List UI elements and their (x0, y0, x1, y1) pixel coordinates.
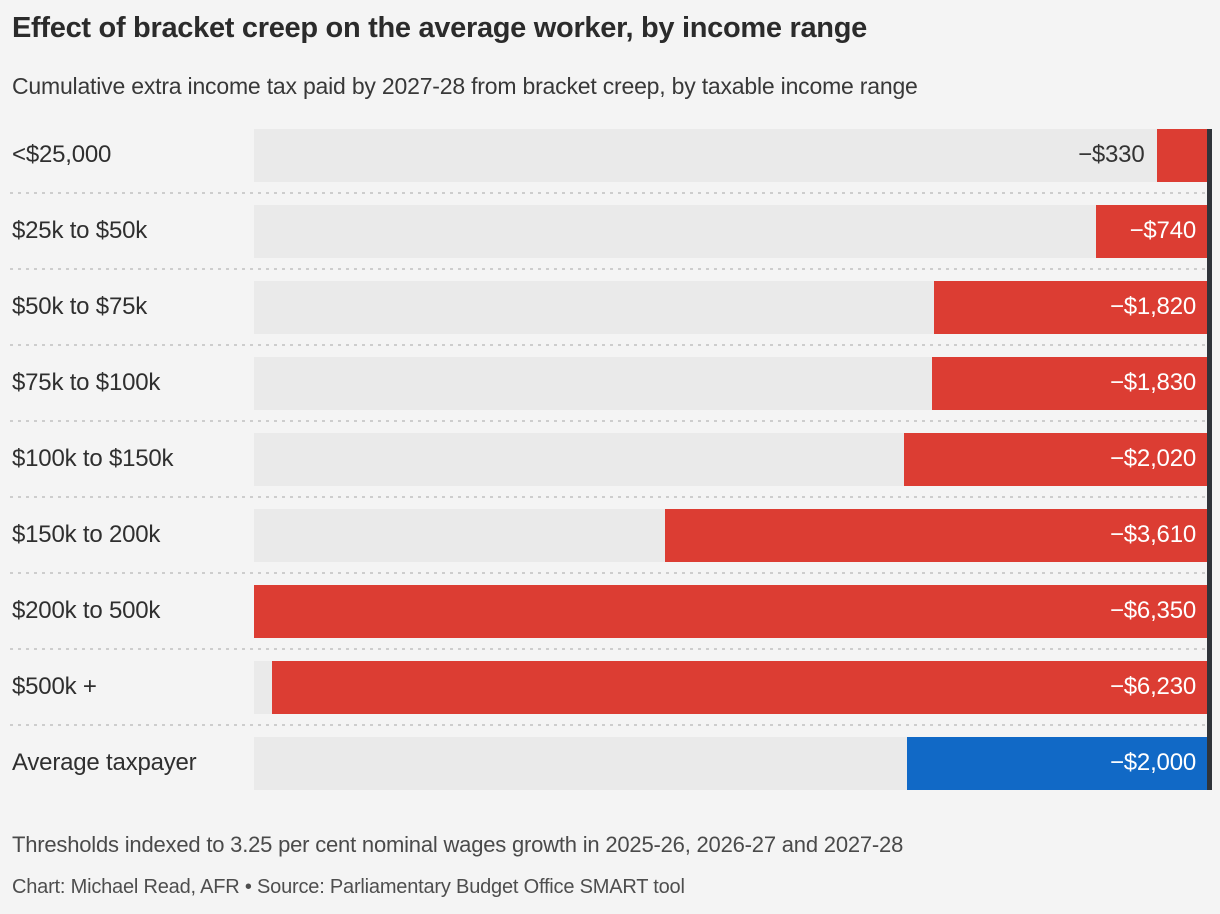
chart-title: Effect of bracket creep on the average w… (12, 12, 867, 44)
bar-value-label: −$330 (1078, 141, 1145, 169)
bar: −$1,830 (932, 356, 1207, 410)
bar: −$2,000 (906, 736, 1207, 790)
row-separator (10, 572, 1207, 575)
category-label: $500k + (12, 673, 97, 701)
footnote: Thresholds indexed to 3.25 per cent nomi… (12, 831, 904, 857)
bar-value-label: −$1,820 (1109, 293, 1196, 321)
row-separator (10, 724, 1207, 727)
bar: −$2,020 (903, 432, 1207, 486)
chart-subtitle: Cumulative extra income tax paid by 2027… (12, 73, 918, 100)
bar-track: −$2,000 (254, 736, 1207, 790)
chart-row: $75k to $100k −$1,830 (12, 356, 1207, 410)
bar-track: −$740 (254, 204, 1207, 258)
bar-track: −$6,230 (254, 660, 1207, 714)
bar-value-label: −$740 (1129, 217, 1197, 245)
chart-row: Average taxpayer −$2,000 (12, 736, 1207, 790)
bar-value-label: −$6,230 (1109, 673, 1196, 701)
row-separator (10, 344, 1207, 347)
chart-row: $25k to $50k −$740 (12, 204, 1207, 258)
chart-row: $150k to 200k −$3,610 (12, 508, 1207, 562)
row-separator (10, 648, 1207, 651)
row-separator (10, 268, 1207, 271)
chart-row: <$25,000 −$330 (12, 128, 1207, 182)
bar-chart: <$25,000 −$330 $25k to $50k −$740 $50k t… (10, 128, 1212, 790)
row-separator (10, 420, 1207, 423)
row-separator (10, 496, 1207, 499)
category-label: $50k to $75k (12, 293, 148, 321)
bar: −$740 (1095, 204, 1207, 258)
bar-track: −$2,020 (254, 432, 1207, 486)
category-label: $75k to $100k (12, 369, 161, 397)
bar-track: −$6,350 (254, 584, 1207, 638)
bar-track: −$330 (254, 128, 1207, 182)
bar-track: −$3,610 (254, 508, 1207, 562)
category-label: $100k to $150k (12, 445, 174, 473)
baseline-axis (1207, 128, 1212, 790)
bar-value-label: −$3,610 (1109, 521, 1196, 549)
category-label: Average taxpayer (12, 749, 197, 777)
chart-row: $100k to $150k −$2,020 (12, 432, 1207, 486)
bar: −$6,350 (254, 584, 1207, 638)
source-credit: Chart: Michael Read, AFR • Source: Parli… (12, 876, 685, 899)
bar-track: −$1,830 (254, 356, 1207, 410)
category-label: <$25,000 (12, 141, 112, 169)
category-label: $25k to $50k (12, 217, 148, 245)
bar-value-label: −$2,000 (1109, 749, 1196, 777)
bar: −$3,610 (665, 508, 1207, 562)
bar-value-label: −$2,020 (1109, 445, 1196, 473)
row-separator (10, 192, 1207, 195)
category-label: $150k to 200k (12, 521, 161, 549)
category-label: $200k to 500k (12, 597, 161, 625)
bar-track: −$1,820 (254, 280, 1207, 334)
bar-value-label: −$1,830 (1109, 369, 1196, 397)
chart-row: $500k + −$6,230 (12, 660, 1207, 714)
bar: −$6,230 (272, 660, 1207, 714)
chart-row: $200k to 500k −$6,350 (12, 584, 1207, 638)
chart-row: $50k to $75k −$1,820 (12, 280, 1207, 334)
bar-value-label: −$6,350 (1109, 597, 1196, 625)
bar: −$330 (1078, 128, 1207, 182)
bar: −$1,820 (933, 280, 1207, 334)
